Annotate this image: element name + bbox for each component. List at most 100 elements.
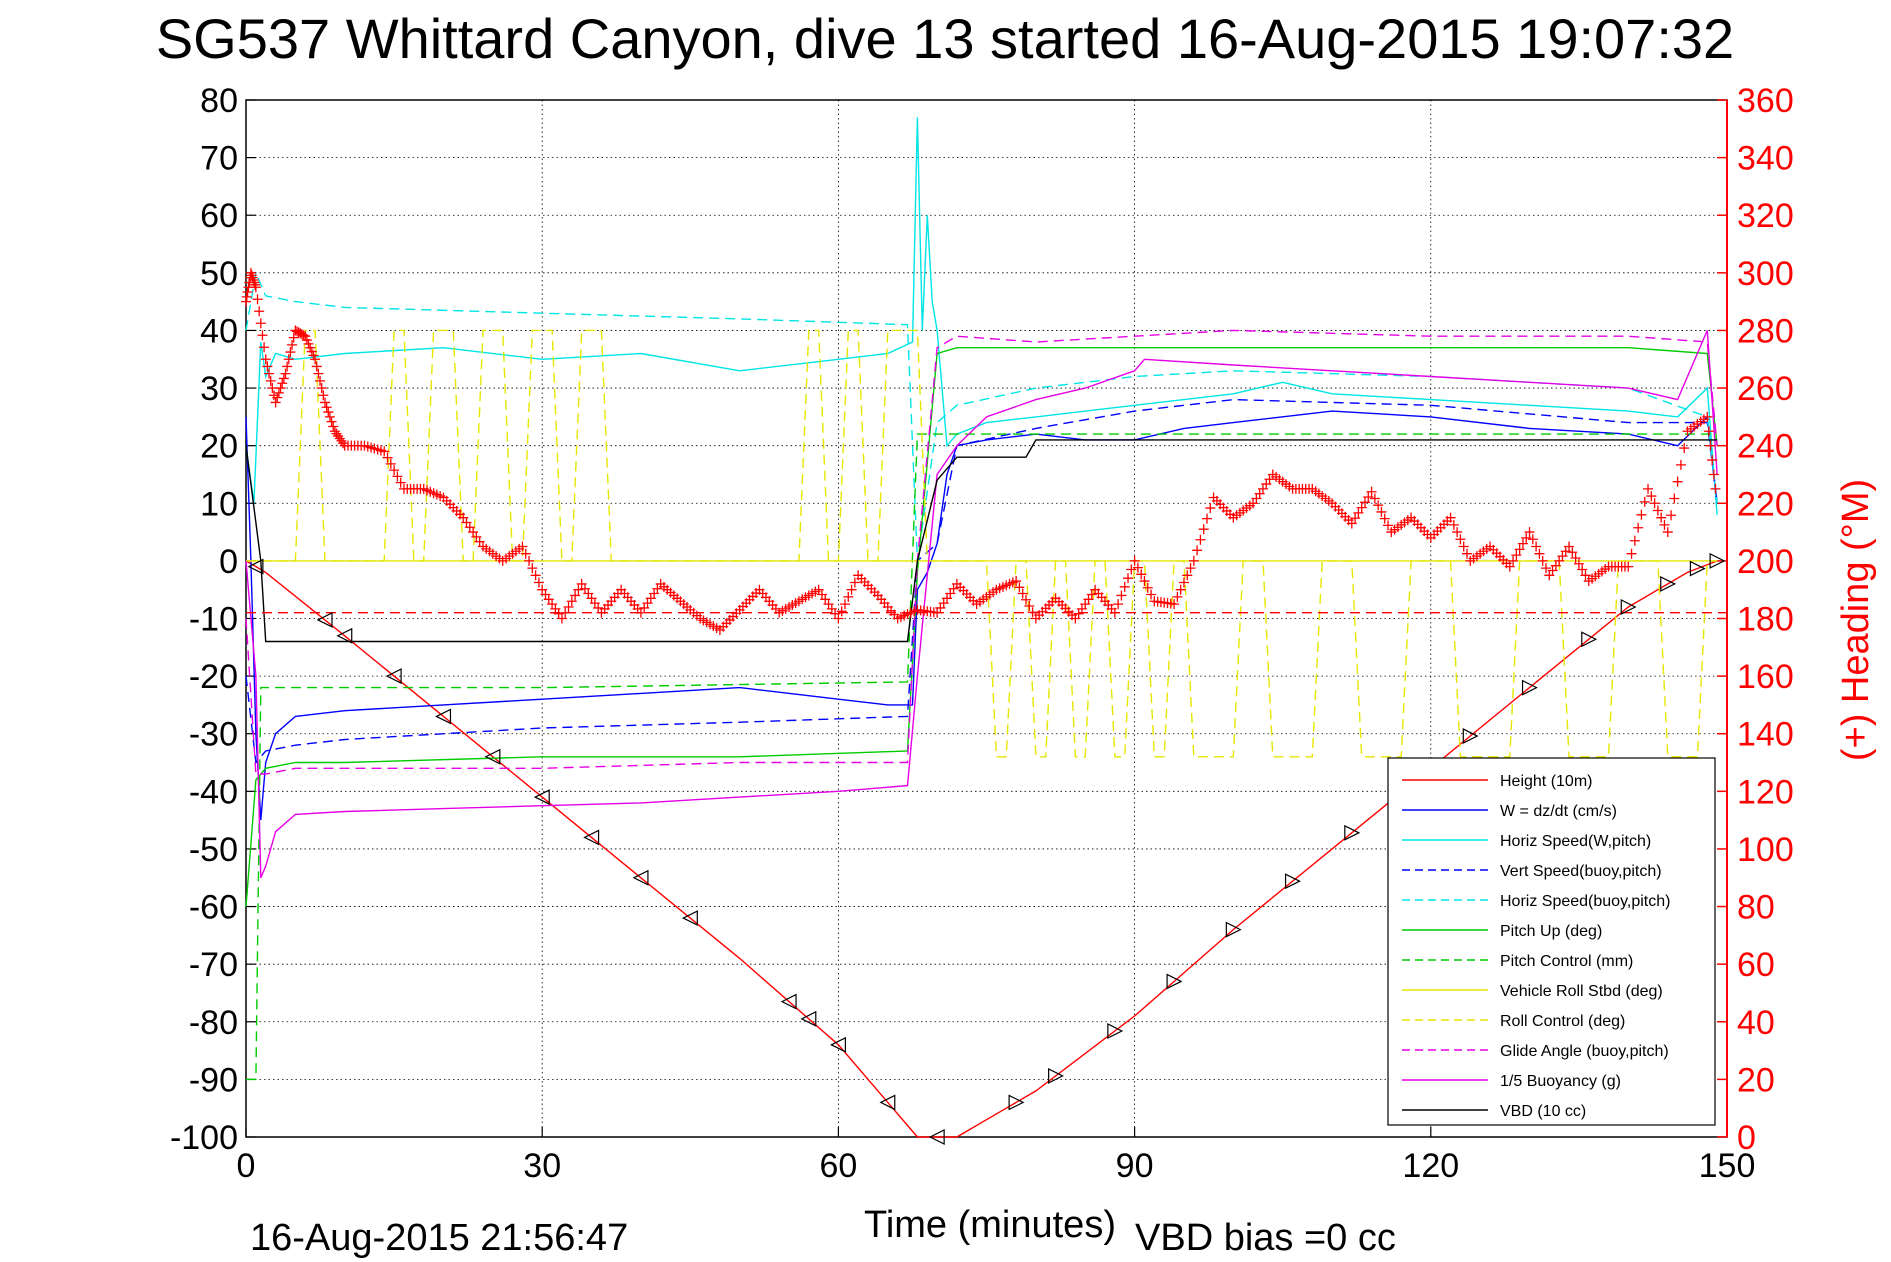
dive-marker bbox=[830, 1036, 846, 1053]
heading-point bbox=[1580, 570, 1591, 581]
heading-point bbox=[839, 599, 850, 610]
y-left-tick-label: -30 bbox=[189, 716, 238, 754]
heading-point bbox=[1109, 607, 1120, 618]
heading-point bbox=[395, 477, 406, 488]
heading-point bbox=[1656, 512, 1667, 523]
legend-label: Vehicle Roll Stbd (deg) bbox=[1500, 983, 1663, 1000]
y-left-tick-label: 10 bbox=[200, 485, 238, 523]
heading-point bbox=[1455, 534, 1466, 545]
heading-point bbox=[1363, 492, 1374, 503]
heading-point bbox=[1182, 570, 1193, 581]
heading-point bbox=[1129, 555, 1140, 566]
series-line bbox=[245, 330, 1718, 879]
y-left-tick-label: -10 bbox=[189, 601, 238, 639]
dive-marker bbox=[928, 1129, 945, 1145]
heading-point bbox=[1448, 519, 1459, 530]
heading-point bbox=[560, 607, 571, 618]
heading-point bbox=[1705, 440, 1716, 451]
heading-point bbox=[241, 296, 251, 307]
heading-point bbox=[277, 378, 288, 389]
y-left-tick-label: 70 bbox=[200, 140, 238, 178]
heading-point bbox=[1508, 555, 1519, 566]
heading-point bbox=[1205, 503, 1216, 514]
heading-point bbox=[1139, 576, 1150, 587]
dive-marker bbox=[632, 869, 649, 886]
y-left-tick-label: 0 bbox=[219, 543, 238, 581]
heading-point bbox=[241, 291, 252, 302]
heading-point bbox=[1633, 522, 1644, 533]
dive-marker bbox=[533, 789, 550, 806]
heading-point bbox=[264, 368, 275, 379]
y-right-tick-label: 60 bbox=[1737, 946, 1775, 984]
y-left-tick-label: 60 bbox=[200, 197, 238, 235]
climb-marker bbox=[1581, 631, 1598, 648]
heading-point bbox=[1356, 502, 1367, 513]
heading-point bbox=[283, 354, 294, 365]
y-right-tick-label: 0 bbox=[1737, 1119, 1756, 1157]
y-right-axis-label: (+) Heading (°M) bbox=[1835, 479, 1877, 761]
heading-point bbox=[260, 354, 271, 365]
heading-point bbox=[385, 458, 396, 469]
heading-point bbox=[1662, 527, 1673, 538]
heading-point bbox=[246, 270, 257, 281]
x-tick-label: 30 bbox=[523, 1147, 561, 1185]
heading-point bbox=[275, 383, 286, 394]
heading-point bbox=[255, 318, 266, 329]
heading-point bbox=[318, 390, 329, 401]
series-line bbox=[245, 117, 1718, 515]
heading-point bbox=[1172, 591, 1183, 602]
heading-point bbox=[1366, 486, 1377, 497]
heading-point bbox=[1679, 443, 1690, 454]
heading-point bbox=[1142, 582, 1153, 593]
heading-point bbox=[323, 407, 334, 418]
heading-point bbox=[1020, 594, 1031, 605]
heading-point bbox=[282, 361, 293, 372]
heading-point bbox=[1652, 505, 1663, 516]
y-right-tick-label: 320 bbox=[1737, 197, 1794, 235]
heading-point bbox=[311, 361, 322, 372]
dive-marker bbox=[336, 627, 353, 644]
heading-point bbox=[527, 563, 538, 574]
series-line bbox=[246, 329, 1718, 758]
heading-point bbox=[1188, 555, 1199, 566]
heading-series bbox=[241, 267, 1721, 636]
legend-label: Height (10m) bbox=[1500, 773, 1592, 790]
heading-point bbox=[1524, 527, 1535, 538]
y-right-tick-label: 80 bbox=[1737, 889, 1775, 927]
y-right-tick-label: 220 bbox=[1737, 485, 1794, 523]
heading-point bbox=[1202, 513, 1212, 524]
legend: Height (10m) W = dz/dt (cm/s) Horiz Speed(… bbox=[1387, 757, 1716, 1126]
heading-point bbox=[259, 342, 270, 353]
heading-point bbox=[1350, 513, 1361, 524]
heading-point bbox=[1373, 500, 1384, 511]
heading-point bbox=[1577, 564, 1588, 575]
heading-point bbox=[570, 590, 581, 601]
legend-label: 1/5 Buoyancy (g) bbox=[1500, 1073, 1621, 1090]
y-right-tick-label: 160 bbox=[1737, 658, 1794, 696]
heading-point bbox=[1011, 576, 1022, 587]
heading-point bbox=[1534, 548, 1545, 559]
x-tick-label: 60 bbox=[819, 1147, 857, 1185]
y-right-tick-label: 300 bbox=[1737, 255, 1794, 293]
heading-point bbox=[1646, 491, 1657, 502]
footer-vbd-bias: VBD bias =0 cc bbox=[1135, 1217, 1396, 1259]
heading-point bbox=[1564, 541, 1575, 552]
heading-point bbox=[1123, 573, 1134, 584]
heading-point bbox=[242, 287, 253, 298]
dive-marker bbox=[583, 829, 600, 846]
heading-point bbox=[1198, 524, 1209, 535]
heading-point bbox=[1376, 506, 1387, 517]
heading-point bbox=[1517, 538, 1528, 549]
heading-point bbox=[245, 267, 256, 278]
heading-point bbox=[1675, 459, 1686, 470]
y-left-tick-label: -40 bbox=[189, 773, 238, 811]
heading-point bbox=[1445, 512, 1456, 523]
climb-marker bbox=[1521, 679, 1538, 696]
footer-timestamp: 16-Aug-2015 21:56:47 bbox=[250, 1217, 628, 1259]
heading-point bbox=[1132, 562, 1143, 573]
series-line bbox=[245, 439, 1718, 643]
y-right-tick-label: 200 bbox=[1737, 543, 1794, 581]
climb-marker bbox=[1709, 552, 1726, 569]
heading-point bbox=[1514, 544, 1525, 555]
heading-point bbox=[1185, 563, 1196, 574]
